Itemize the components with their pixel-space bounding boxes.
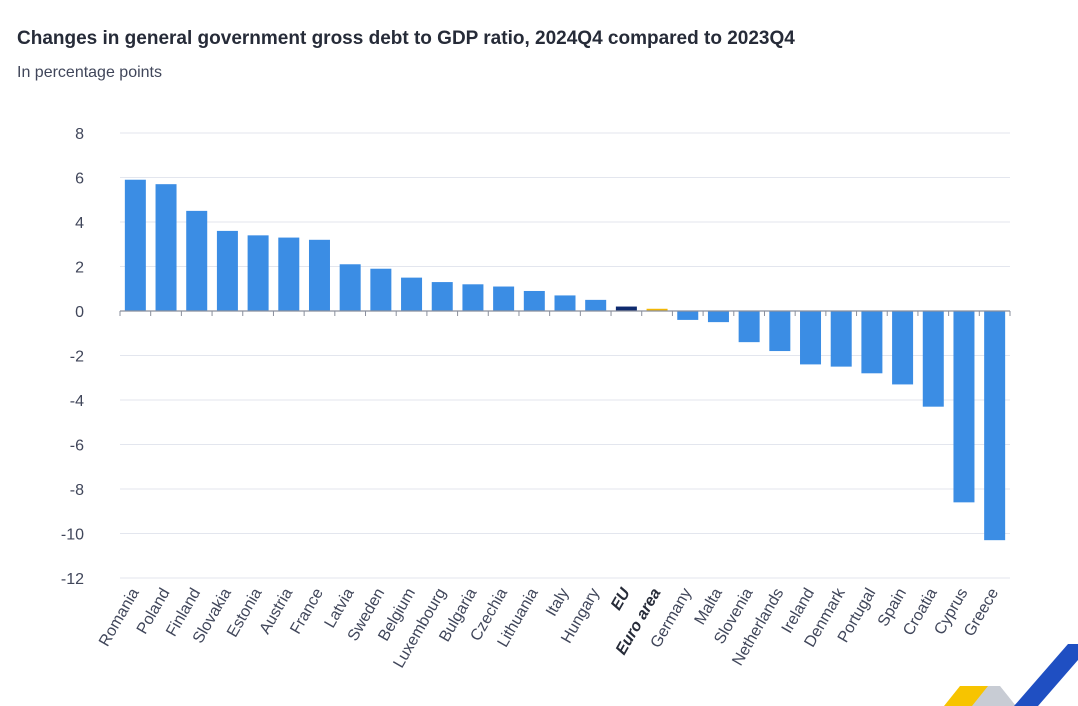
chart-subtitle: In percentage points	[17, 64, 162, 81]
bars	[124, 179, 1006, 541]
bar-cyprus	[953, 311, 975, 503]
y-tick-label: 4	[75, 215, 84, 232]
bar-estonia	[247, 235, 269, 311]
x-category-label: Italy	[543, 586, 572, 620]
gridlines	[120, 132, 1010, 579]
bar-slovakia	[216, 230, 238, 311]
eurostat-corner-logo-icon	[944, 644, 1078, 706]
bar-lithuania	[523, 290, 545, 311]
bar-luxembourg	[431, 282, 453, 311]
logo-blue-shape	[1014, 644, 1078, 706]
y-axis-ticks: 8 6 4 2 0 -2 -4 -6 -8 -10 -12	[61, 126, 84, 588]
bar-bulgaria	[462, 284, 484, 311]
y-tick-label: -8	[70, 482, 84, 499]
bar-sweden	[370, 268, 392, 311]
logo-grey-shape	[972, 686, 1016, 706]
bar-germany	[677, 311, 699, 320]
bar-latvia	[339, 264, 361, 311]
bar-czechia	[493, 286, 515, 311]
bar-finland	[186, 210, 208, 311]
bar-austria	[278, 237, 300, 311]
y-tick-label: -12	[61, 571, 84, 588]
bar-ireland	[800, 311, 822, 365]
bar-portugal	[861, 311, 883, 374]
bar-belgium	[401, 277, 423, 311]
bar-hungary	[585, 299, 607, 311]
bar-poland	[155, 184, 177, 311]
bar-netherlands	[769, 311, 791, 352]
bar-denmark	[830, 311, 852, 367]
bar-euro-area	[646, 308, 668, 311]
x-category-label: Romania	[96, 585, 143, 649]
y-tick-label: -4	[70, 393, 84, 410]
x-category-label: EU	[608, 585, 634, 613]
bar-italy	[554, 295, 576, 311]
bar-romania	[124, 179, 146, 311]
zero-axis	[119, 310, 1011, 316]
bar-spain	[892, 311, 914, 385]
y-tick-label: -10	[61, 527, 84, 544]
chart-title: Changes in general government gross debt…	[17, 28, 795, 49]
bar-croatia	[922, 311, 944, 407]
bar-france	[308, 239, 330, 311]
bar-greece	[984, 311, 1006, 541]
x-axis-labels: RomaniaPolandFinlandSlovakiaEstoniaAustr…	[96, 585, 1002, 671]
logo-yellow-shape	[944, 686, 990, 706]
y-tick-label: 0	[75, 304, 84, 321]
y-tick-label: -2	[70, 349, 84, 366]
bar-eu	[615, 306, 637, 311]
y-tick-label: 6	[75, 171, 84, 188]
bar-malta	[707, 311, 729, 323]
bar-slovenia	[738, 311, 760, 343]
y-tick-label: -6	[70, 438, 84, 455]
y-tick-label: 8	[75, 126, 84, 143]
y-tick-label: 2	[75, 260, 84, 277]
